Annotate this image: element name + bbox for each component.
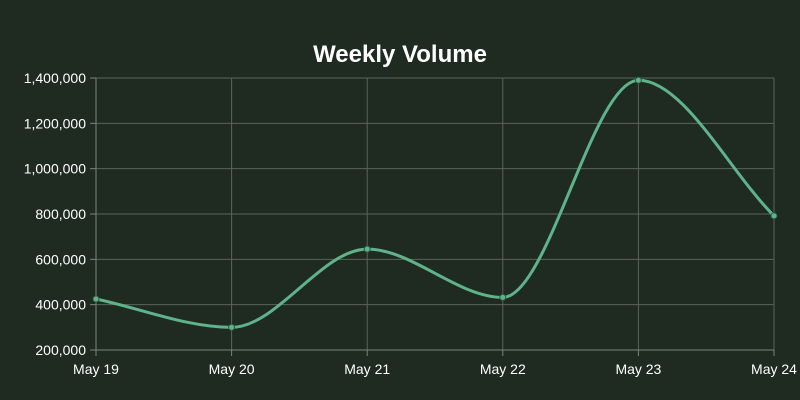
x-tick-label: May 21 xyxy=(344,361,390,377)
y-tick-label: 800,000 xyxy=(35,206,86,222)
data-point-may-21 xyxy=(363,245,371,253)
x-tick-label: May 23 xyxy=(615,361,661,377)
x-tick-label: May 20 xyxy=(209,361,255,377)
series-layer xyxy=(92,76,778,331)
axis-layer xyxy=(90,77,775,356)
data-point-may-19 xyxy=(92,295,100,303)
series-line-0 xyxy=(95,78,776,329)
y-tick-label: 1,200,000 xyxy=(24,115,86,131)
x-tick-label: May 24 xyxy=(751,361,797,377)
y-tick-label: 1,400,000 xyxy=(24,70,86,86)
tick-labels: 200,000 400,000 600,000 800,000 1,000,000 1,2… xyxy=(24,70,797,377)
chart-title: Weekly Volume xyxy=(313,41,487,68)
y-tick-label: 600,000 xyxy=(35,251,86,267)
x-tick-label: May 19 xyxy=(73,361,119,377)
y-tick-label: 1,000,000 xyxy=(24,161,86,177)
y-tick-label: 400,000 xyxy=(35,297,86,313)
y-tick-label: 200,000 xyxy=(35,342,86,358)
data-point-may-22 xyxy=(499,293,507,301)
data-point-may-23 xyxy=(634,76,642,84)
data-point-may-20 xyxy=(228,323,236,331)
data-point-may-24 xyxy=(770,212,778,220)
grid-layer xyxy=(95,77,775,351)
x-tick-label: May 22 xyxy=(480,361,526,377)
